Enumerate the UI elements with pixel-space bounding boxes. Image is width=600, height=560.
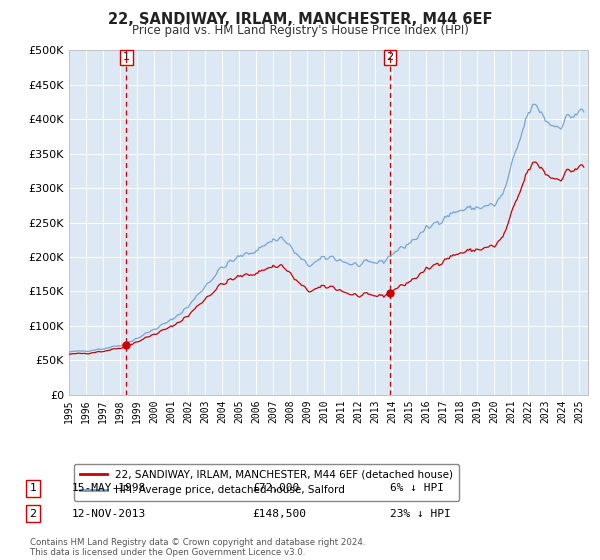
Text: 15-MAY-1998: 15-MAY-1998 (72, 483, 146, 493)
Text: 2: 2 (386, 52, 394, 62)
Text: 1: 1 (123, 52, 130, 62)
Text: 23% ↓ HPI: 23% ↓ HPI (390, 508, 451, 519)
Text: £72,000: £72,000 (252, 483, 299, 493)
Text: Contains HM Land Registry data © Crown copyright and database right 2024.
This d: Contains HM Land Registry data © Crown c… (30, 538, 365, 557)
Text: £148,500: £148,500 (252, 508, 306, 519)
Text: 6% ↓ HPI: 6% ↓ HPI (390, 483, 444, 493)
Text: 22, SANDIWAY, IRLAM, MANCHESTER, M44 6EF: 22, SANDIWAY, IRLAM, MANCHESTER, M44 6EF (108, 12, 492, 27)
Legend: 22, SANDIWAY, IRLAM, MANCHESTER, M44 6EF (detached house), HPI: Average price, d: 22, SANDIWAY, IRLAM, MANCHESTER, M44 6EF… (74, 464, 459, 501)
Text: Price paid vs. HM Land Registry's House Price Index (HPI): Price paid vs. HM Land Registry's House … (131, 24, 469, 36)
Bar (69, 50, 588, 395)
Text: 1: 1 (29, 483, 37, 493)
Text: 12-NOV-2013: 12-NOV-2013 (72, 508, 146, 519)
Text: 2: 2 (29, 508, 37, 519)
